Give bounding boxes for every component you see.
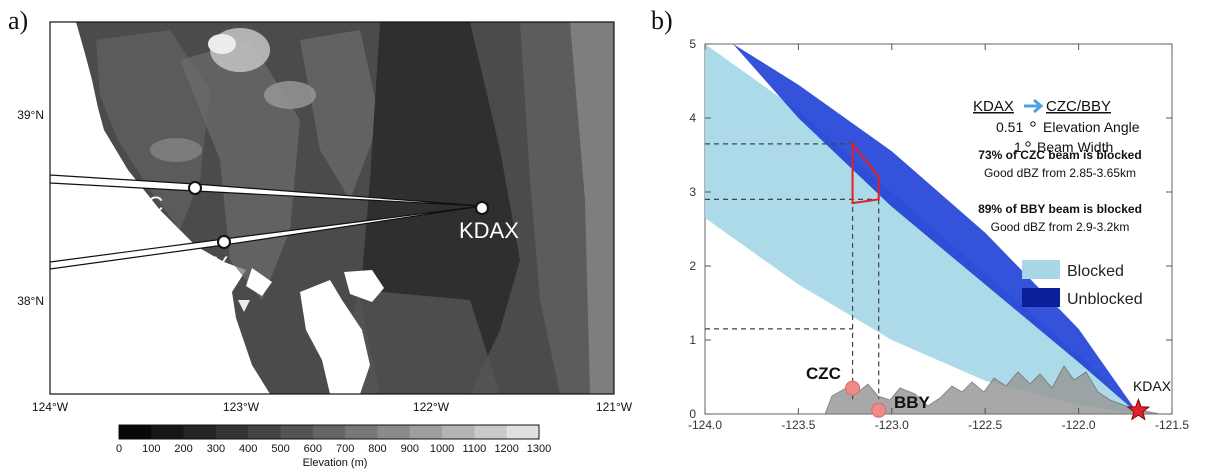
terrain-silhouette bbox=[824, 365, 1161, 414]
lat-label-39: 39°N bbox=[17, 108, 44, 122]
colorbar-tick-label: 1000 bbox=[430, 443, 454, 455]
y-tick-label: 2 bbox=[689, 259, 696, 273]
colorbar-frame bbox=[118, 424, 540, 440]
colorbar-tick-label: 1300 bbox=[527, 443, 551, 455]
beam-annotation: KDAX CZC/BBY 0.51 Elevation Angle 1 Beam… bbox=[973, 98, 1142, 234]
colorbar-segment bbox=[442, 425, 475, 439]
bby-site-marker bbox=[217, 235, 231, 249]
legend-swatch-unblocked bbox=[1022, 288, 1060, 307]
colorbar-segment bbox=[151, 425, 185, 439]
legend-label-blocked: Blocked bbox=[1067, 263, 1124, 280]
bby-blocked-note: 89% of BBY beam is blocked bbox=[978, 202, 1142, 216]
map-frame bbox=[49, 21, 615, 395]
colorbar-segment bbox=[119, 425, 152, 439]
plot-legend: Blocked Unblocked bbox=[1022, 260, 1143, 308]
panel-b-label: b) bbox=[651, 6, 673, 35]
colorbar-label: Elevation (m) bbox=[303, 457, 368, 469]
kdax-map-label: KDAX bbox=[459, 218, 519, 243]
annotation-title-target: CZC/BBY bbox=[1046, 98, 1111, 115]
czc-blocked-note-text: 73% of CZC beam is blocked bbox=[978, 148, 1141, 162]
colorbar-tick-label: 300 bbox=[207, 443, 225, 455]
x-tick-label: -122.5 bbox=[968, 418, 1002, 432]
colorbar-segment bbox=[215, 425, 249, 439]
colorbar-segment bbox=[377, 425, 411, 439]
panel-a-label: a) bbox=[8, 6, 29, 35]
colorbar-tick-label: 1100 bbox=[463, 443, 487, 455]
colorbar-tick-label: 500 bbox=[271, 443, 289, 455]
degree-symbol-icon bbox=[1030, 121, 1036, 127]
colorbar-segment bbox=[409, 425, 443, 439]
beam-plot: -124.0 -123.5 -123.0 -122.5 -122.0 -121.5 0 1 2 3… bbox=[688, 37, 1189, 432]
beam-width-label: Beam Width bbox=[1037, 139, 1113, 155]
elevation-map: CZC BBY KDAX 39°N 38°N 124°W 123°W 122°W… bbox=[17, 21, 633, 414]
beam-series bbox=[705, 44, 1139, 414]
colorbar-tick-label: 800 bbox=[368, 443, 386, 455]
colorbar-tick-label: 600 bbox=[304, 443, 322, 455]
colorbar-segment bbox=[312, 425, 346, 439]
colorbar-tick-label: 700 bbox=[336, 443, 354, 455]
colorbar-segment bbox=[183, 425, 217, 439]
colorbar-tick-label: 100 bbox=[142, 443, 160, 455]
radar-beams bbox=[50, 174, 483, 270]
y-tick-label: 1 bbox=[689, 333, 696, 347]
colorbar-segment bbox=[280, 425, 314, 439]
beam-width-value: 1 bbox=[1014, 139, 1022, 155]
legend-label-unblocked: Unblocked bbox=[1067, 291, 1143, 308]
x-tick-label: -122.0 bbox=[1062, 418, 1096, 432]
lon-label-121: 121°W bbox=[596, 400, 633, 414]
colorbar-tick-label: 400 bbox=[239, 443, 257, 455]
arrow-icon bbox=[1024, 98, 1044, 114]
colorbar-segment bbox=[345, 425, 378, 439]
elev-angle-value: 0.51 bbox=[996, 119, 1023, 135]
colorbar-tick-label: 200 bbox=[174, 443, 192, 455]
y-tick-label: 0 bbox=[689, 407, 696, 421]
elev-angle-label: Elevation Angle bbox=[1043, 119, 1140, 135]
x-tick-label: -123.5 bbox=[781, 418, 815, 432]
beam-band-unblocked bbox=[733, 44, 1139, 414]
colorbar-segment bbox=[474, 425, 508, 439]
x-tick-label: -123.0 bbox=[875, 418, 909, 432]
czc-point bbox=[845, 380, 861, 396]
colorbar-tick-label: 1200 bbox=[494, 443, 518, 455]
czc-good-dbz-note: Good dBZ from 2.85-3.65km bbox=[984, 166, 1136, 180]
y-tick-label: 4 bbox=[689, 111, 696, 125]
x-tick-label: -121.5 bbox=[1155, 418, 1189, 432]
bby-map-label: BBY bbox=[184, 252, 228, 277]
colorbar-tick-label: 900 bbox=[401, 443, 419, 455]
lon-label-123: 123°W bbox=[223, 400, 260, 414]
y-tick-label: 3 bbox=[689, 185, 696, 199]
colorbar-segment bbox=[506, 425, 540, 439]
legend-swatch-blocked bbox=[1022, 260, 1060, 279]
good-dbz-highlight bbox=[851, 141, 880, 205]
bby-plot-label: BBY bbox=[894, 393, 931, 412]
czc-plot-label: CZC bbox=[806, 364, 841, 383]
bby-good-dbz-note: Good dBZ from 2.9-3.2km bbox=[991, 220, 1130, 234]
y-tick-label: 5 bbox=[689, 37, 696, 51]
elevation-colorbar: 0 100 200 300 400 500 600 700 800 900 1000 1100 1200… bbox=[116, 424, 551, 455]
lon-label-122: 122°W bbox=[413, 400, 450, 414]
kdax-plot-label: KDAX bbox=[1133, 378, 1172, 394]
lon-label-124: 124°W bbox=[32, 400, 69, 414]
x-tick-label: -124.0 bbox=[688, 418, 722, 432]
guide-lines bbox=[705, 143, 880, 400]
kdax-site-marker bbox=[475, 201, 489, 215]
colorbar-tick-label: 0 bbox=[116, 443, 122, 455]
bby-point bbox=[871, 402, 887, 418]
kdax-star-marker bbox=[1126, 398, 1151, 421]
czc-site-marker bbox=[188, 181, 202, 195]
degree-symbol-icon bbox=[1025, 141, 1031, 147]
czc-map-label: CZC bbox=[118, 192, 163, 217]
axis-ticks: -124.0 -123.5 -123.0 -122.5 -122.0 -121.5 0 1 2 3… bbox=[688, 37, 1189, 432]
lat-label-38: 38°N bbox=[17, 294, 44, 308]
colorbar-segment bbox=[248, 425, 282, 439]
annotation-title-kdax: KDAX bbox=[973, 98, 1014, 115]
